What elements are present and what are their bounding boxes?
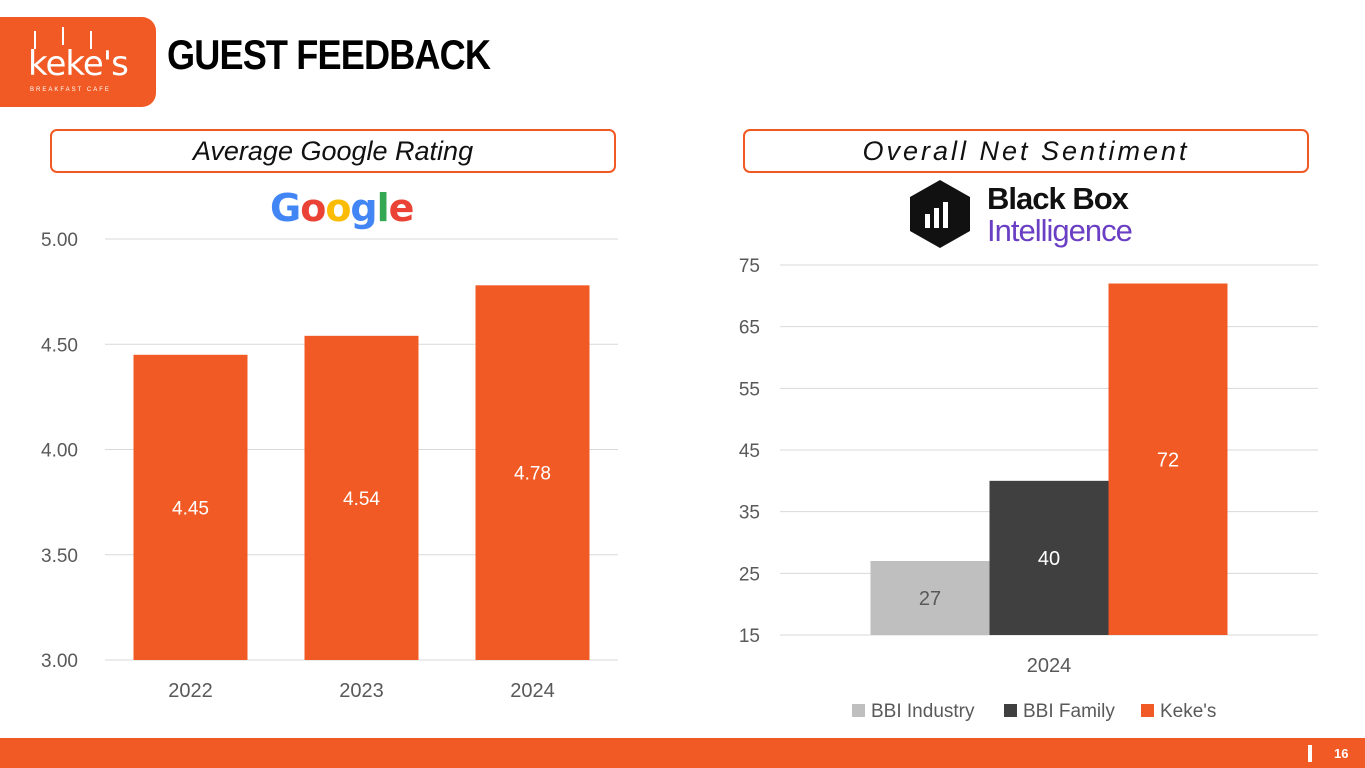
- y-tick-label: 15: [739, 626, 760, 647]
- legend-swatch: [1141, 704, 1154, 717]
- black-box-intelligence-logo-icon: [910, 180, 970, 248]
- logo-accent-mark: [34, 31, 36, 49]
- brand-logo: keke's BREAKFAST CAFE: [0, 17, 156, 107]
- footer-divider: [1308, 745, 1312, 762]
- legend-swatch: [1004, 704, 1017, 717]
- bbi-logo-line1: Black Box: [987, 181, 1129, 216]
- page-title: GUEST FEEDBACK: [167, 31, 491, 78]
- data-label: 27: [919, 588, 941, 610]
- y-tick-label: 35: [739, 503, 760, 524]
- y-tick-label: 4.50: [41, 335, 78, 356]
- x-tick-label: 2022: [168, 680, 213, 702]
- logo-accent-mark: [90, 31, 92, 49]
- y-tick-label: 55: [739, 379, 760, 400]
- data-label: 4.45: [172, 498, 209, 519]
- logo-accent-mark: [62, 27, 64, 45]
- y-tick-label: 65: [739, 318, 760, 339]
- data-label: 4.54: [343, 489, 380, 510]
- x-tick-label: 2024: [1027, 655, 1072, 677]
- y-tick-label: 5.00: [41, 230, 78, 251]
- bar: [989, 480, 1109, 635]
- data-label: 40: [1038, 548, 1060, 570]
- legend-label: Keke's: [1160, 701, 1216, 722]
- x-tick-label: 2023: [339, 680, 384, 702]
- logo-tagline: BREAKFAST CAFE: [30, 87, 111, 93]
- google-logo: Google: [270, 186, 414, 230]
- y-tick-label: 25: [739, 564, 760, 585]
- y-tick-label: 3.00: [41, 651, 78, 672]
- bar: [870, 561, 990, 635]
- net-sentiment-panel-title: Overall Net Sentiment: [743, 129, 1309, 173]
- page-number: 16: [1334, 746, 1349, 761]
- legend-label: BBI Industry: [871, 701, 975, 722]
- data-label: 72: [1157, 449, 1179, 471]
- legend-label: BBI Family: [1023, 701, 1115, 722]
- data-label: 4.78: [514, 464, 551, 485]
- y-tick-label: 4.00: [41, 441, 78, 462]
- legend-swatch: [852, 704, 865, 717]
- x-tick-label: 2024: [510, 680, 555, 702]
- y-tick-label: 3.50: [41, 546, 78, 567]
- y-tick-label: 75: [739, 256, 760, 277]
- logo-wordmark: keke's: [28, 44, 129, 84]
- google-rating-panel-title: Average Google Rating: [50, 129, 616, 173]
- bar: [133, 354, 248, 660]
- bbi-logo-line2: Intelligence: [987, 213, 1133, 248]
- bar: [1108, 283, 1228, 635]
- bar: [304, 335, 419, 660]
- y-tick-label: 45: [739, 441, 760, 462]
- bar: [475, 285, 590, 660]
- footer-bar: [0, 738, 1365, 768]
